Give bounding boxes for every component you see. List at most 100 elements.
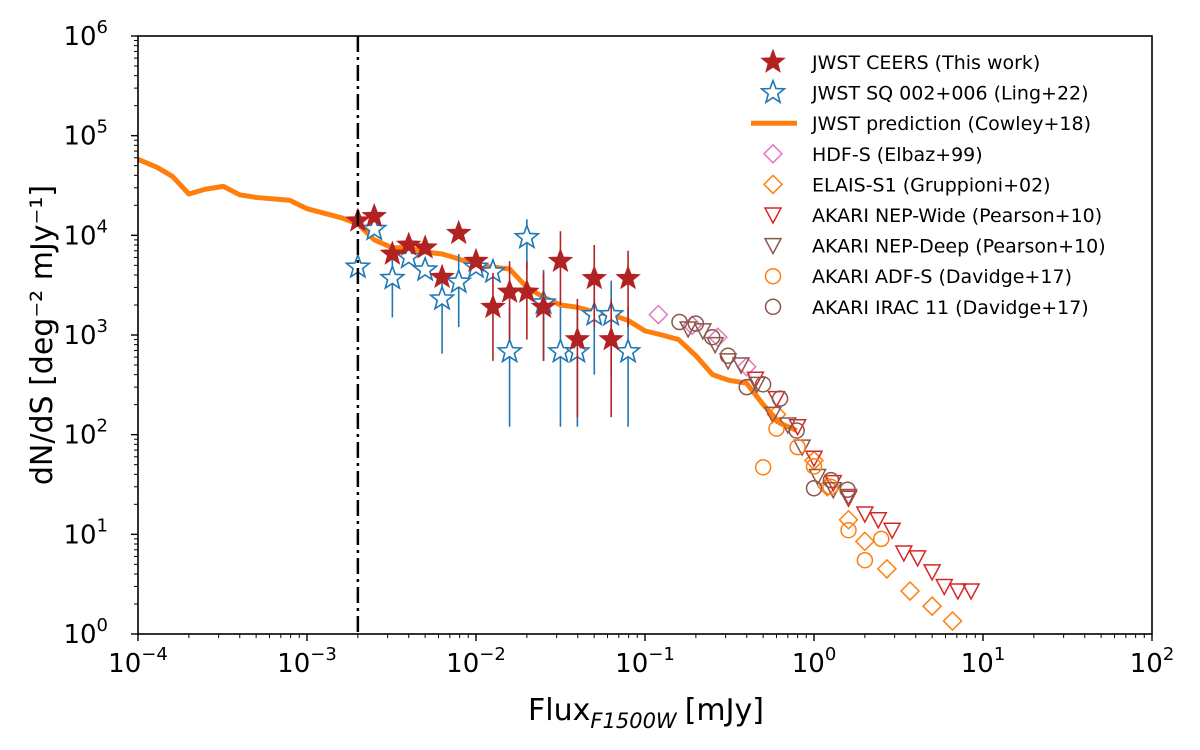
x-tick-label: 102 xyxy=(1130,644,1175,679)
data-point xyxy=(839,481,856,499)
data-point xyxy=(564,326,591,351)
data-point xyxy=(948,583,968,601)
legend-marker xyxy=(763,237,783,256)
data-point xyxy=(731,357,751,375)
data-point xyxy=(766,404,787,425)
data-point xyxy=(513,223,541,250)
data-point xyxy=(395,231,422,256)
data-point xyxy=(789,438,806,456)
data-point xyxy=(839,490,858,508)
data-point xyxy=(804,450,824,468)
legend-marker xyxy=(759,78,787,105)
y-tick-label: 104 xyxy=(63,216,108,251)
legend-label: JWST SQ 002+006 (Ling+22) xyxy=(811,83,1089,105)
data-point xyxy=(754,459,772,476)
legend-label: JWST prediction (Cowley+18) xyxy=(811,113,1091,135)
data-point xyxy=(687,315,705,332)
data-point xyxy=(854,531,875,552)
x-tick-label: 100 xyxy=(792,644,837,679)
data-point xyxy=(882,522,902,540)
data-point xyxy=(738,378,755,396)
data-point xyxy=(747,376,767,394)
data-point xyxy=(445,219,472,245)
series-8 xyxy=(671,313,856,499)
x-tick-label: 10−1 xyxy=(615,644,675,679)
series-5 xyxy=(746,371,981,601)
legend: JWST CEERS (This work) JWST SQ 002+006 (L… xyxy=(751,48,1106,319)
x-tick-label: 10−2 xyxy=(446,644,506,679)
legend-label: AKARI NEP-Wide (Pearson+10) xyxy=(812,205,1102,227)
data-point xyxy=(805,479,823,497)
legend-item: JWST prediction (Cowley+18) xyxy=(751,113,1091,135)
data-point xyxy=(856,551,874,569)
y-tick-label: 106 xyxy=(63,17,108,52)
data-point xyxy=(922,596,943,617)
data-point xyxy=(942,610,963,632)
legend-item: HDF-S (Elbaz+99) xyxy=(762,143,983,166)
data-point xyxy=(360,214,388,241)
data-point xyxy=(379,240,406,265)
data-point xyxy=(899,580,921,602)
data-point xyxy=(961,583,981,601)
y-axis-label: dN/dS [deg⁻² mJy⁻¹] xyxy=(25,185,60,485)
data-point xyxy=(429,263,455,289)
y-tick-label: 102 xyxy=(63,416,108,451)
x-axis-label-subscript: F1500W xyxy=(590,709,678,733)
legend-item: AKARI IRAC 11 (Davidge+17) xyxy=(764,297,1089,319)
data-point xyxy=(514,278,540,303)
series-7 xyxy=(754,420,890,569)
data-point xyxy=(822,478,839,496)
data-point xyxy=(788,422,805,439)
legend-label: AKARI NEP-Deep (Pearson+10) xyxy=(812,236,1106,258)
data-point xyxy=(412,234,438,259)
data-point xyxy=(705,336,725,355)
data-point xyxy=(763,406,782,424)
data-point xyxy=(480,293,506,319)
prediction-line xyxy=(138,156,798,433)
data-point xyxy=(411,255,439,282)
legend-label: JWST CEERS (This work) xyxy=(811,52,1040,74)
data-point xyxy=(817,476,838,497)
data-point xyxy=(463,247,489,273)
legend-item: JWST CEERS (This work) xyxy=(760,48,1040,74)
data-point xyxy=(805,458,823,475)
data-point xyxy=(768,420,785,437)
legend-label: HDF-S (Elbaz+99) xyxy=(812,144,983,166)
data-point xyxy=(746,371,765,389)
data-point xyxy=(704,328,721,346)
series-6 xyxy=(678,321,858,507)
data-point xyxy=(378,264,406,290)
data-point xyxy=(922,564,942,582)
legend-label: AKARI ADF-S (Davidge+17) xyxy=(812,266,1072,288)
legend-item: AKARI ADF-S (Davidge+17) xyxy=(764,266,1072,288)
axis-ticks: 10−4 10−3 10−2 10−1 100 101 102 100 101 102 103 104… xyxy=(63,17,1174,679)
legend-marker xyxy=(762,174,784,195)
data-point xyxy=(792,439,812,457)
series-2 xyxy=(138,156,798,433)
data-layer xyxy=(138,36,981,634)
data-point xyxy=(822,471,840,489)
legend-label: ELAIS-S1 (Gruppioni+02) xyxy=(812,174,1051,196)
data-point xyxy=(869,512,888,530)
legend-marker xyxy=(760,48,786,73)
y-tick-label: 100 xyxy=(63,615,108,650)
legend-item: ELAIS-S1 (Gruppioni+02) xyxy=(762,174,1051,196)
data-point xyxy=(648,304,669,325)
data-point xyxy=(428,284,456,311)
data-point xyxy=(838,509,859,530)
y-tick-label: 101 xyxy=(63,515,108,550)
legend-item: AKARI NEP-Wide (Pearson+10) xyxy=(763,205,1102,227)
data-point xyxy=(736,356,757,377)
x-axis-label-unit: [mJy] xyxy=(685,693,764,728)
legend-label: AKARI IRAC 11 (Davidge+17) xyxy=(812,297,1089,319)
data-point xyxy=(547,247,574,273)
data-point xyxy=(894,545,914,563)
series-0 xyxy=(345,202,641,418)
data-point xyxy=(908,550,927,568)
data-point xyxy=(495,337,524,364)
data-point xyxy=(855,506,875,524)
data-point xyxy=(719,347,737,364)
x-tick-label: 10−4 xyxy=(108,644,168,679)
data-point xyxy=(876,558,897,579)
